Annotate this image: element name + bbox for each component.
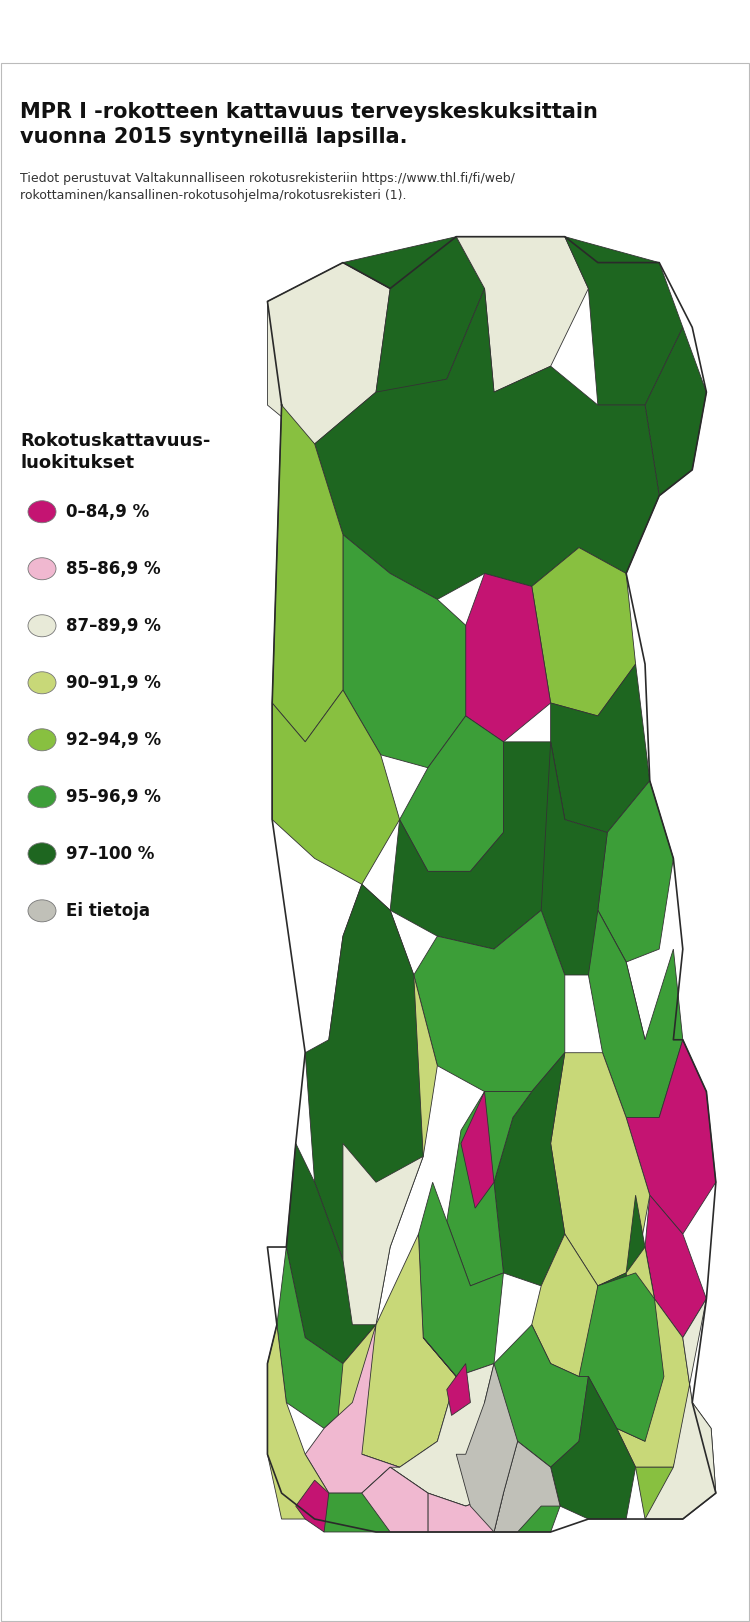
Polygon shape — [315, 289, 659, 600]
Text: KUVA 1.: KUVA 1. — [11, 24, 92, 42]
Polygon shape — [456, 237, 589, 393]
Polygon shape — [461, 1092, 494, 1208]
Polygon shape — [362, 1338, 518, 1507]
Text: 87–89,9 %: 87–89,9 % — [66, 616, 160, 634]
Polygon shape — [550, 1053, 650, 1286]
Polygon shape — [645, 328, 706, 496]
Polygon shape — [589, 1195, 664, 1442]
Text: 97–100 %: 97–100 % — [66, 845, 154, 863]
Ellipse shape — [28, 672, 56, 694]
Polygon shape — [390, 741, 565, 949]
Text: MPR I -rokotteen kattavuus terveyskeskuksittain
vuonna 2015 syntyneillä lapsilla: MPR I -rokotteen kattavuus terveyskeskuk… — [20, 102, 598, 148]
Text: Rokotuskattavuus-
luokitukset: Rokotuskattavuus- luokitukset — [20, 431, 210, 472]
Ellipse shape — [28, 728, 56, 751]
Polygon shape — [343, 535, 466, 767]
Polygon shape — [626, 1040, 716, 1234]
Ellipse shape — [28, 843, 56, 865]
Polygon shape — [305, 884, 423, 1260]
Polygon shape — [550, 1377, 635, 1520]
Polygon shape — [305, 1325, 400, 1494]
Polygon shape — [277, 1247, 376, 1429]
Polygon shape — [494, 1442, 560, 1531]
Polygon shape — [550, 663, 650, 832]
Polygon shape — [484, 1325, 589, 1468]
Text: Ei tietoja: Ei tietoja — [66, 902, 150, 920]
Polygon shape — [447, 1092, 532, 1286]
Polygon shape — [328, 884, 437, 1182]
Polygon shape — [616, 1247, 692, 1468]
Polygon shape — [343, 237, 484, 393]
Polygon shape — [456, 1364, 518, 1531]
Polygon shape — [272, 689, 400, 884]
Text: 95–96,9 %: 95–96,9 % — [66, 788, 160, 806]
Polygon shape — [589, 910, 682, 1118]
Polygon shape — [362, 1468, 428, 1531]
Polygon shape — [296, 1481, 328, 1531]
Polygon shape — [532, 1234, 626, 1377]
Polygon shape — [272, 406, 343, 741]
Polygon shape — [565, 237, 682, 406]
Polygon shape — [645, 1299, 716, 1520]
Polygon shape — [494, 1053, 565, 1286]
Polygon shape — [635, 1403, 716, 1520]
Ellipse shape — [28, 558, 56, 579]
Ellipse shape — [28, 501, 56, 522]
Text: Tiedot perustuvat Valtakunnalliseen rokotusrekisteriin https://www.thl.fi/fi/web: Tiedot perustuvat Valtakunnalliseen roko… — [20, 172, 514, 201]
Polygon shape — [286, 1144, 390, 1364]
Ellipse shape — [28, 615, 56, 637]
Polygon shape — [645, 1195, 706, 1338]
Polygon shape — [315, 1442, 560, 1531]
Polygon shape — [268, 263, 390, 444]
Polygon shape — [428, 1494, 503, 1531]
Text: 90–91,9 %: 90–91,9 % — [66, 673, 160, 691]
Ellipse shape — [28, 785, 56, 808]
Text: 85–86,9 %: 85–86,9 % — [66, 560, 160, 577]
Ellipse shape — [28, 900, 56, 921]
Text: 92–94,9 %: 92–94,9 % — [66, 732, 161, 749]
Text: 0–84,9 %: 0–84,9 % — [66, 503, 149, 521]
Polygon shape — [343, 1144, 423, 1325]
Polygon shape — [598, 780, 674, 962]
Polygon shape — [419, 1182, 503, 1377]
Polygon shape — [268, 1325, 328, 1520]
Polygon shape — [400, 715, 503, 871]
Polygon shape — [579, 1273, 664, 1442]
Polygon shape — [414, 910, 565, 1092]
Polygon shape — [338, 1234, 456, 1468]
Polygon shape — [466, 574, 550, 741]
Polygon shape — [542, 741, 645, 1040]
Polygon shape — [447, 1364, 470, 1416]
Polygon shape — [532, 548, 635, 715]
